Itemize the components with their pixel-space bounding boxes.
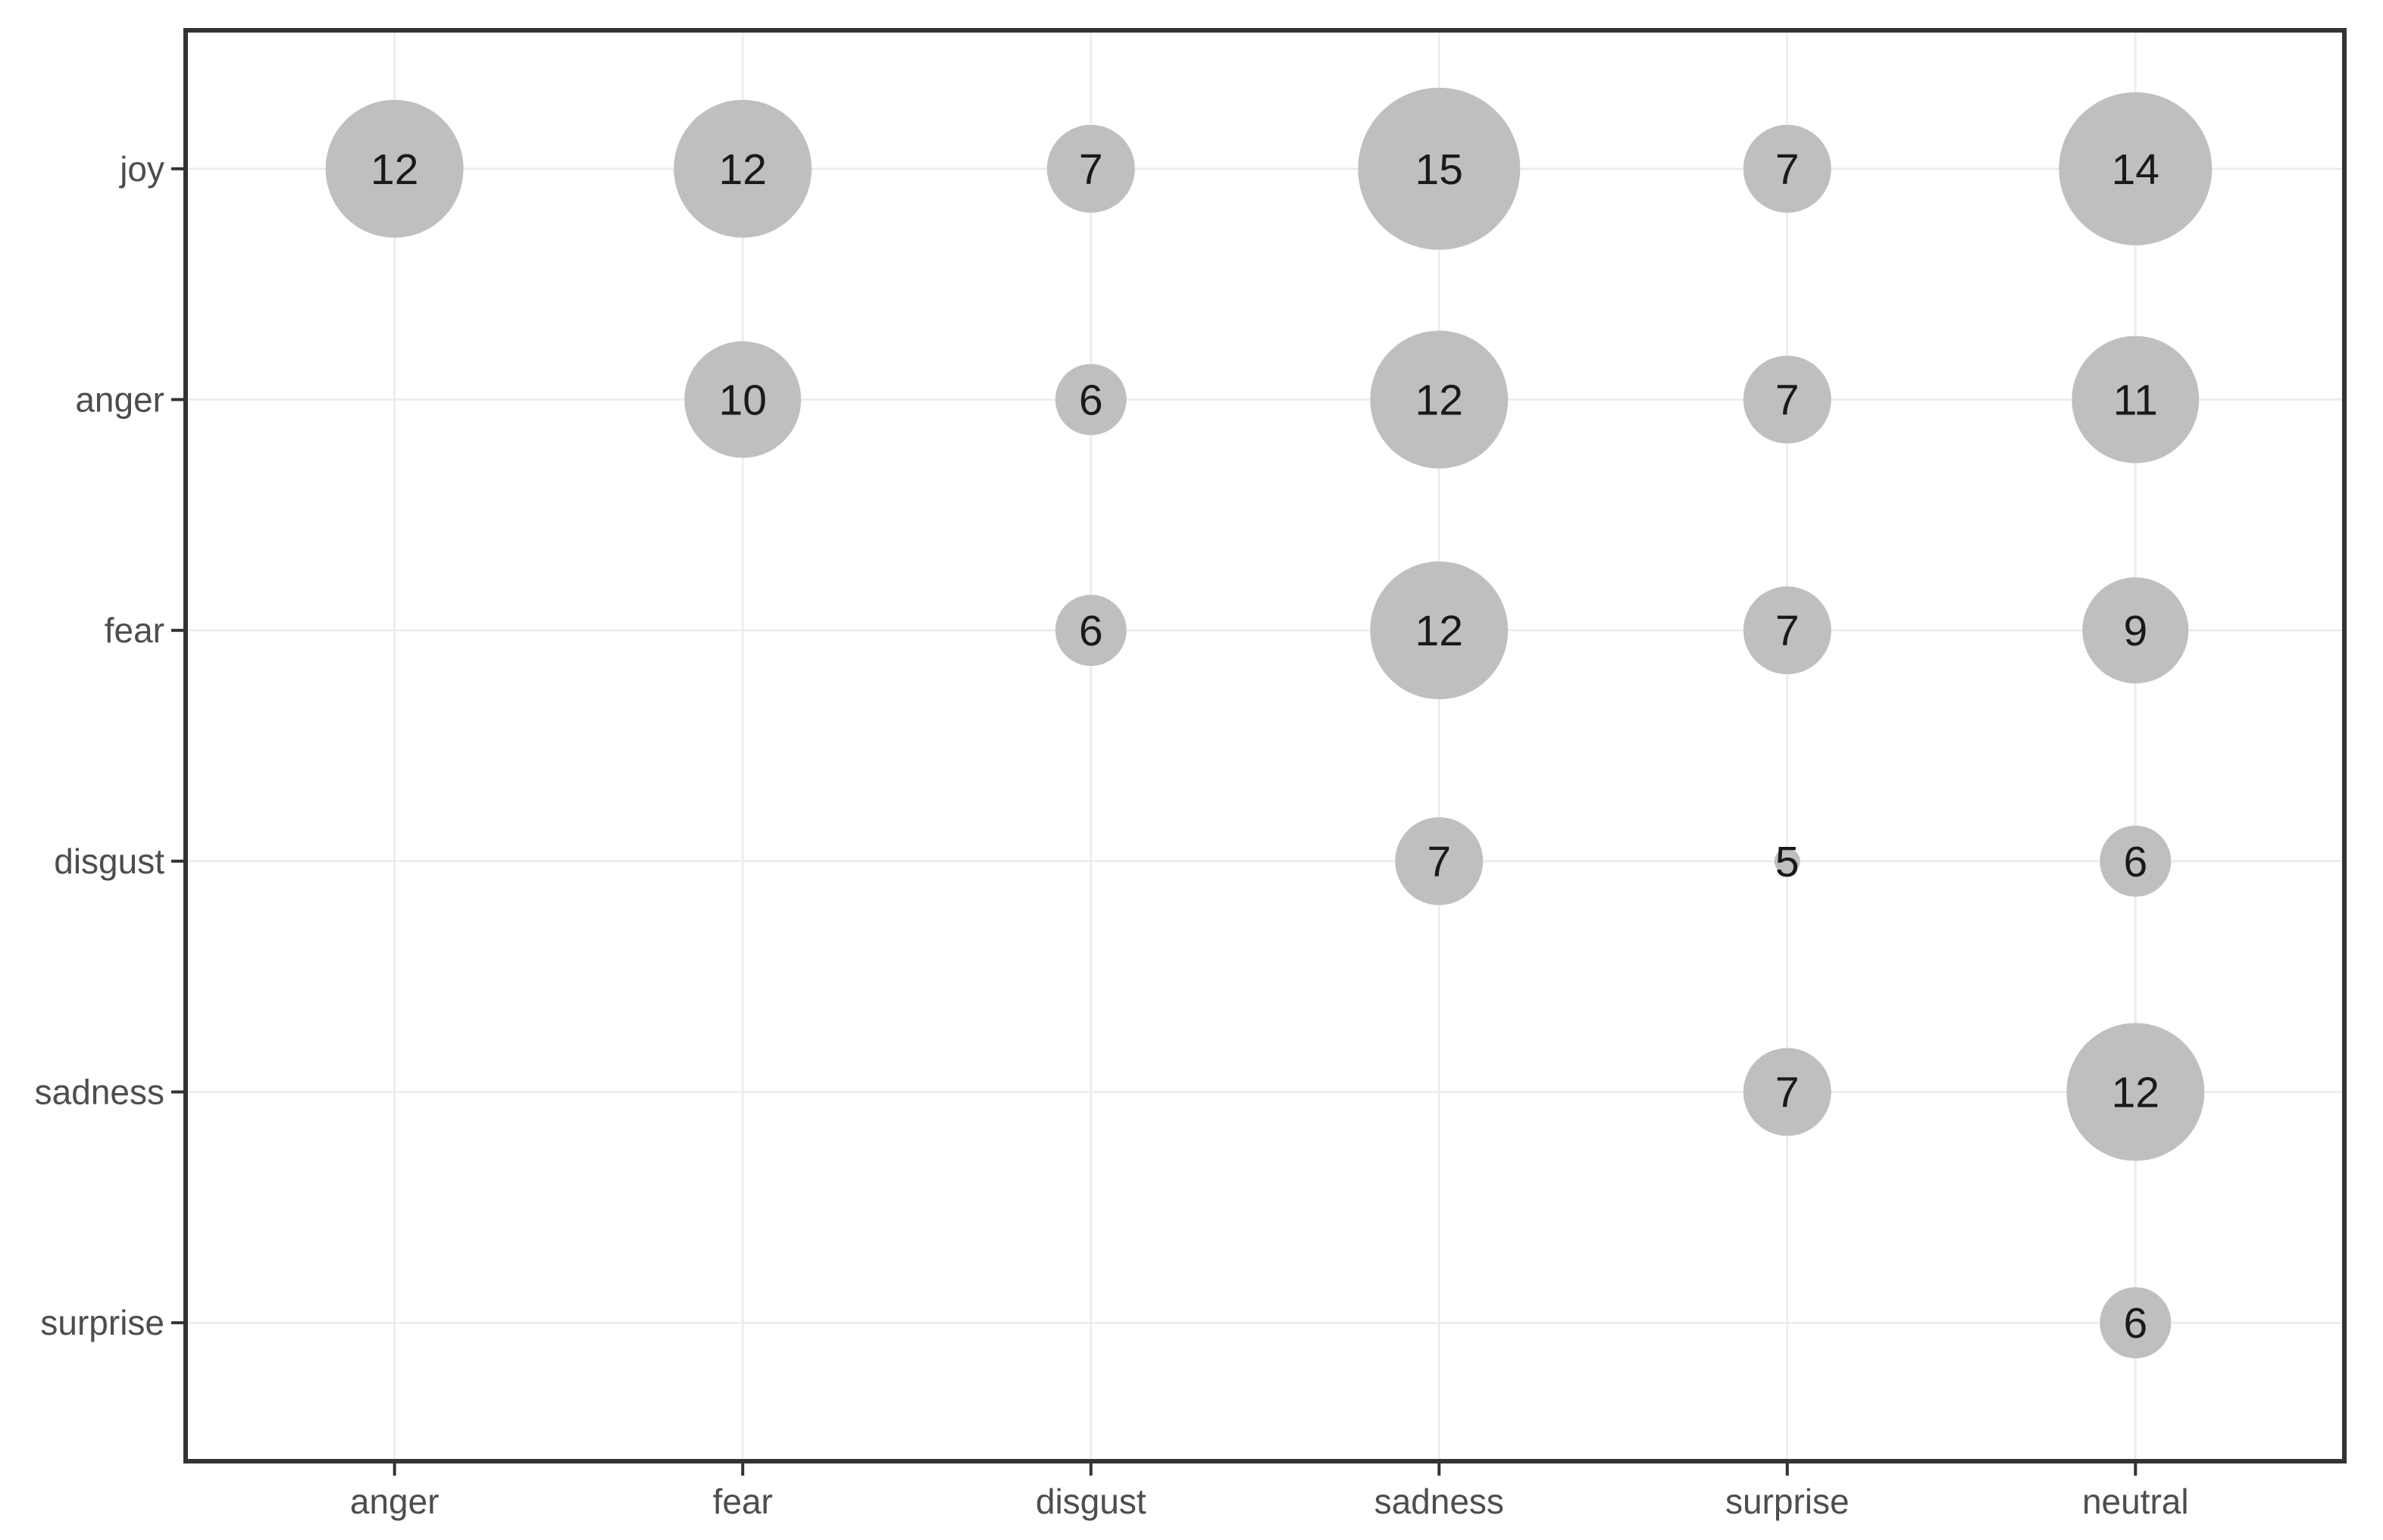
y-axis-labels: joy anger fear disgust sadness surprise bbox=[35, 149, 165, 1342]
bubble-value-sadness-neutral: 12 bbox=[2112, 1069, 2159, 1117]
x-axis-label-neutral: neutral bbox=[2082, 1482, 2189, 1521]
bubble-value-anger-surprise: 7 bbox=[1775, 376, 1800, 424]
bubble-value-labels: 12 12 7 15 7 14 10 6 12 7 11 6 12 7 9 7 5 6 7 12 6 bbox=[371, 145, 2159, 1348]
y-axis-label-fear: fear bbox=[105, 611, 164, 650]
x-axis-label-sadness: sadness bbox=[1374, 1482, 1504, 1521]
bubble-value-anger-neutral: 11 bbox=[2113, 376, 2158, 424]
bubble-value-anger-disgust: 6 bbox=[1079, 376, 1103, 424]
bubble-value-fear-disgust: 6 bbox=[1079, 607, 1103, 655]
bubble-value-joy-fear: 12 bbox=[719, 145, 767, 194]
bubble-fear-surprise bbox=[1743, 586, 1831, 675]
bubble-joy-sadness bbox=[1358, 87, 1521, 250]
x-axis-label-disgust: disgust bbox=[1036, 1482, 1146, 1521]
x-axis-label-anger: anger bbox=[350, 1482, 439, 1521]
bubble-value-disgust-sadness: 7 bbox=[1427, 838, 1451, 886]
x-axis-labels: anger fear disgust sadness surprise neutral bbox=[350, 1482, 2189, 1521]
bubble-value-joy-sadness: 15 bbox=[1415, 145, 1463, 194]
bubble-value-surprise-neutral: 6 bbox=[2123, 1299, 2147, 1348]
bubble-value-joy-anger: 12 bbox=[371, 145, 418, 194]
bubble-value-joy-disgust: 7 bbox=[1079, 145, 1103, 194]
bubble-fear-neutral bbox=[2082, 577, 2189, 684]
bubble-anger-surprise bbox=[1743, 355, 1831, 444]
bubble-value-disgust-neutral: 6 bbox=[2123, 838, 2147, 886]
x-axis-label-surprise: surprise bbox=[1725, 1482, 1850, 1521]
y-axis-label-disgust: disgust bbox=[54, 842, 164, 881]
bubble-value-fear-neutral: 9 bbox=[2123, 607, 2147, 655]
bubble-joy-anger bbox=[325, 99, 464, 238]
bubble-joy-disgust bbox=[1046, 124, 1135, 213]
y-axis-label-anger: anger bbox=[75, 380, 164, 419]
bubble-fear-sadness bbox=[1370, 561, 1509, 700]
bubble-disgust-neutral bbox=[2100, 825, 2172, 897]
axis-ticks bbox=[171, 167, 2138, 1476]
bubble-joy-surprise bbox=[1743, 124, 1831, 213]
y-axis-label-surprise: surprise bbox=[40, 1303, 164, 1342]
bubble-value-fear-sadness: 12 bbox=[1415, 607, 1463, 655]
bubble-joy-fear bbox=[674, 99, 812, 238]
bubble-anger-sadness bbox=[1370, 330, 1509, 469]
bubble-value-sadness-surprise: 7 bbox=[1775, 1069, 1800, 1117]
bubble-value-joy-surprise: 7 bbox=[1775, 145, 1800, 194]
x-axis-label-fear: fear bbox=[713, 1482, 773, 1521]
y-axis-label-joy: joy bbox=[118, 149, 164, 189]
bubble-value-disgust-surprise: 5 bbox=[1775, 838, 1800, 886]
bubble-disgust-sadness bbox=[1395, 817, 1484, 905]
bubble-sadness-surprise bbox=[1743, 1048, 1831, 1136]
bubble-value-anger-sadness: 12 bbox=[1415, 376, 1463, 424]
bubble-anger-fear bbox=[684, 341, 802, 458]
bubble-fear-disgust bbox=[1055, 595, 1127, 667]
bubble-sadness-neutral bbox=[2066, 1023, 2205, 1161]
bubble-value-fear-surprise: 7 bbox=[1775, 607, 1800, 655]
bubble-value-joy-neutral: 14 bbox=[2112, 145, 2159, 194]
bubbles bbox=[325, 87, 2213, 1359]
panel-border bbox=[183, 28, 2347, 1463]
bubble-anger-neutral bbox=[2072, 336, 2200, 464]
panel-background bbox=[186, 30, 2344, 1461]
bubble-disgust-surprise bbox=[1774, 848, 1800, 874]
bubble-joy-neutral bbox=[2059, 92, 2213, 245]
bubble-value-anger-fear: 10 bbox=[719, 376, 767, 424]
bubble-surprise-neutral bbox=[2100, 1287, 2172, 1359]
gridlines bbox=[186, 30, 2344, 1461]
y-axis-label-sadness: sadness bbox=[35, 1073, 164, 1112]
bubble-anger-disgust bbox=[1055, 364, 1127, 436]
